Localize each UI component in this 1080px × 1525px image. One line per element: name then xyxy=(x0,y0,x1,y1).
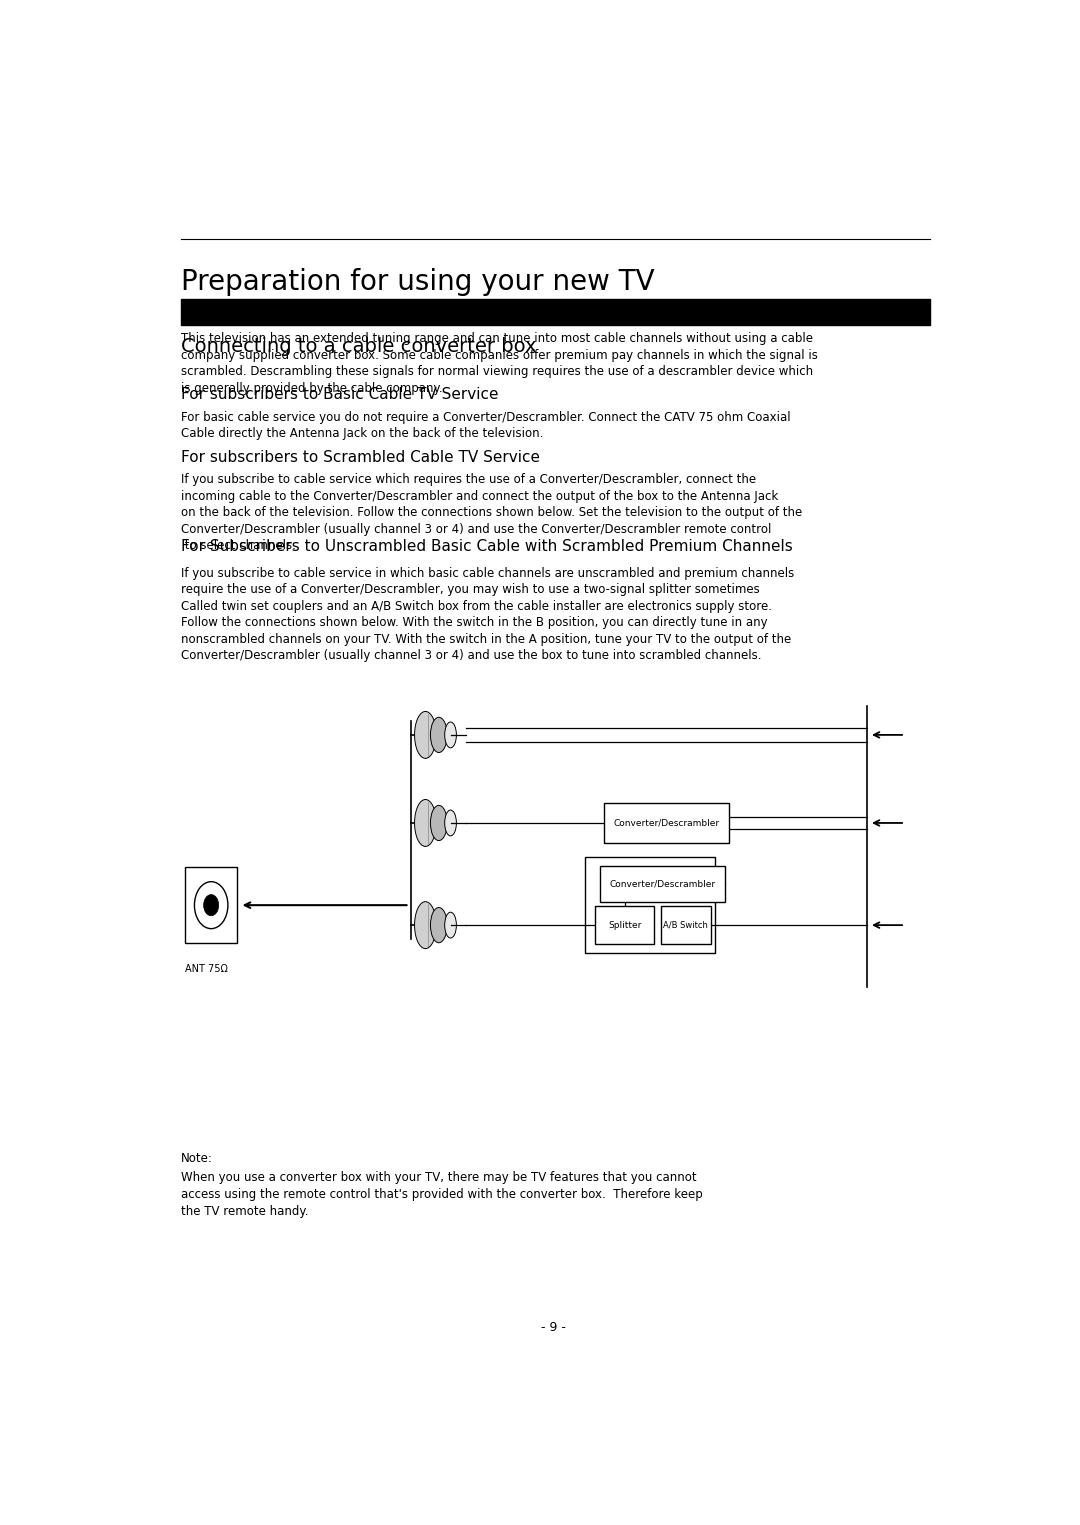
Text: For subscribers to Scrambled Cable TV Service: For subscribers to Scrambled Cable TV Se… xyxy=(181,450,540,465)
Text: For basic cable service you do not require a Converter/Descrambler. Connect the : For basic cable service you do not requi… xyxy=(181,410,791,441)
Text: A/B Switch: A/B Switch xyxy=(663,921,708,930)
Text: Preparation for using your new TV: Preparation for using your new TV xyxy=(181,267,654,296)
Ellipse shape xyxy=(445,810,457,836)
Bar xyxy=(661,906,711,944)
FancyBboxPatch shape xyxy=(186,868,238,944)
Text: ANT 75Ω: ANT 75Ω xyxy=(186,964,228,974)
Text: If you subscribe to cable service in which basic cable channels are unscrambled : If you subscribe to cable service in whi… xyxy=(181,567,794,662)
Circle shape xyxy=(194,881,228,929)
Text: When you use a converter box with your TV, there may be TV features that you can: When you use a converter box with your T… xyxy=(181,1171,703,1217)
Bar xyxy=(599,866,725,901)
Bar xyxy=(585,857,715,953)
Text: If you subscribe to cable service which requires the use of a Converter/Descramb: If you subscribe to cable service which … xyxy=(181,473,802,552)
Text: For Subscribers to Unscrambled Basic Cable with Scrambled Premium Channels: For Subscribers to Unscrambled Basic Cab… xyxy=(181,538,793,554)
Text: This television has an extended tuning range and can tune into most cable channe: This television has an extended tuning r… xyxy=(181,332,818,395)
Ellipse shape xyxy=(431,717,447,752)
Ellipse shape xyxy=(415,799,436,846)
Bar xyxy=(181,299,930,325)
Text: For subscribers to Basic Cable TV Service: For subscribers to Basic Cable TV Servic… xyxy=(181,387,499,403)
Ellipse shape xyxy=(431,805,447,840)
Ellipse shape xyxy=(431,907,447,942)
Text: Converter/Descrambler: Converter/Descrambler xyxy=(613,819,719,828)
Text: - 9 -: - 9 - xyxy=(541,1321,566,1334)
Ellipse shape xyxy=(415,711,436,758)
Ellipse shape xyxy=(415,901,436,949)
Ellipse shape xyxy=(445,912,457,938)
Circle shape xyxy=(204,895,218,915)
Text: Splitter: Splitter xyxy=(608,921,642,930)
Bar xyxy=(595,906,654,944)
Ellipse shape xyxy=(445,721,457,747)
Text: Note:: Note: xyxy=(181,1151,213,1165)
Bar xyxy=(604,804,729,843)
Text: Converter/Descrambler: Converter/Descrambler xyxy=(609,880,715,889)
Text: Connecting to a cable converter box: Connecting to a cable converter box xyxy=(181,337,537,355)
